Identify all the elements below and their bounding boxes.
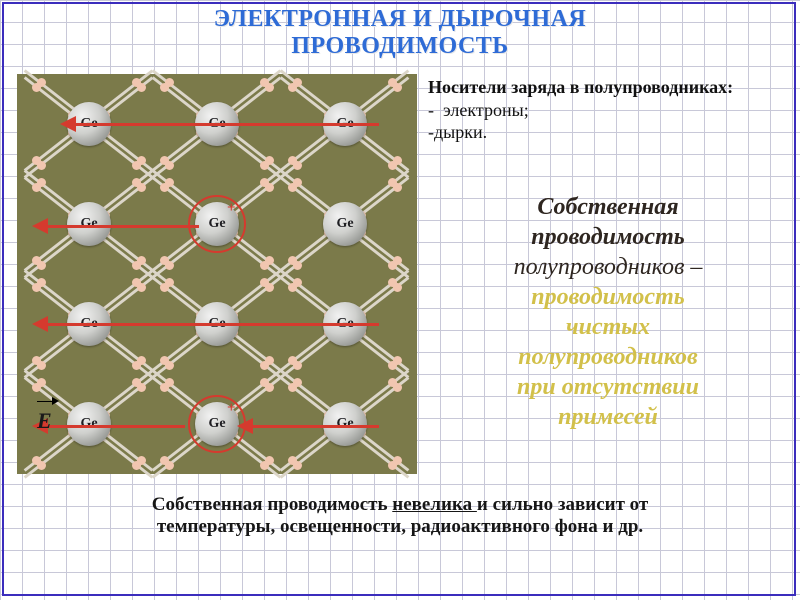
electron-dot: [137, 383, 146, 392]
motion-arrow: [47, 323, 379, 326]
motion-arrow-head: [60, 116, 76, 132]
ge-atom: Ge: [67, 402, 111, 446]
def-l1b: проводимость: [428, 222, 788, 252]
electron-dot: [293, 361, 302, 370]
def-y3: полупроводников: [428, 342, 788, 372]
electron-dot: [37, 261, 46, 270]
electron-dot: [165, 361, 174, 370]
electron-dot: [393, 283, 402, 292]
electron-dot: [265, 83, 274, 92]
motion-arrow-head: [32, 218, 48, 234]
electron-dot: [137, 183, 146, 192]
hole-circle: [188, 395, 246, 453]
electron-dot: [37, 361, 46, 370]
motion-arrow: [75, 123, 379, 126]
electron-dot: [265, 383, 274, 392]
bottom-underline: невелика: [392, 494, 477, 515]
def-y2: чистых: [428, 312, 788, 342]
electron-dot: [265, 183, 274, 192]
electron-dot: [293, 161, 302, 170]
electron-dot: [37, 461, 46, 470]
electron-dot: [393, 383, 402, 392]
bottom-post: и сильно зависит от: [477, 494, 648, 515]
page-title: ЭЛЕКТРОННАЯ И ДЫРОЧНАЯ ПРОВОДИМОСТЬ: [0, 6, 800, 60]
carriers-items: - электроны; -дырки.: [428, 99, 788, 144]
def-y4: при отсутствии: [428, 372, 788, 402]
ge-atom: Ge: [323, 402, 367, 446]
bottom-line2: температуры, освещенности, радиоактивног…: [157, 516, 643, 537]
title-line2: ПРОВОДИМОСТЬ: [0, 33, 800, 60]
hole-plus: +: [227, 200, 236, 217]
ge-atom: Ge: [67, 202, 111, 246]
electron-dot: [393, 183, 402, 192]
electron-dot: [293, 261, 302, 270]
motion-arrow: [47, 425, 185, 428]
def-l2: полупроводников –: [428, 252, 788, 282]
electron-dot: [393, 83, 402, 92]
electron-dot: [265, 283, 274, 292]
hole-circle: [188, 195, 246, 253]
definition-block: Собственная проводимость полупроводников…: [428, 192, 788, 432]
ge-atom: Ge: [323, 202, 367, 246]
hole-plus: +: [227, 400, 236, 417]
bottom-pre: Собственная проводимость: [152, 494, 393, 515]
electron-dot: [37, 161, 46, 170]
bottom-text: Собственная проводимость невелика и силь…: [0, 494, 800, 538]
electron-dot: [165, 461, 174, 470]
def-l1a: Собственная: [428, 192, 788, 222]
lattice-diagram: GeGeGeGeGeGeGeGeGeGeGeGe++E: [17, 74, 417, 474]
electron-dot: [137, 283, 146, 292]
motion-arrow: [47, 225, 199, 228]
carriers-block: Носители заряда в полупроводниках: - эле…: [428, 76, 788, 144]
motion-arrow-head: [32, 316, 48, 332]
electron-dot: [293, 461, 302, 470]
motion-arrow: [252, 425, 379, 428]
electron-dot: [137, 83, 146, 92]
def-y1: проводимость: [428, 282, 788, 312]
title-line1: ЭЛЕКТРОННАЯ И ДЫРОЧНАЯ: [0, 6, 800, 33]
def-y5: примесей: [428, 402, 788, 432]
electron-dot: [165, 161, 174, 170]
electron-dot: [165, 261, 174, 270]
carriers-heading: Носители заряда в полупроводниках:: [428, 76, 788, 99]
e-field-label: E: [37, 382, 55, 434]
